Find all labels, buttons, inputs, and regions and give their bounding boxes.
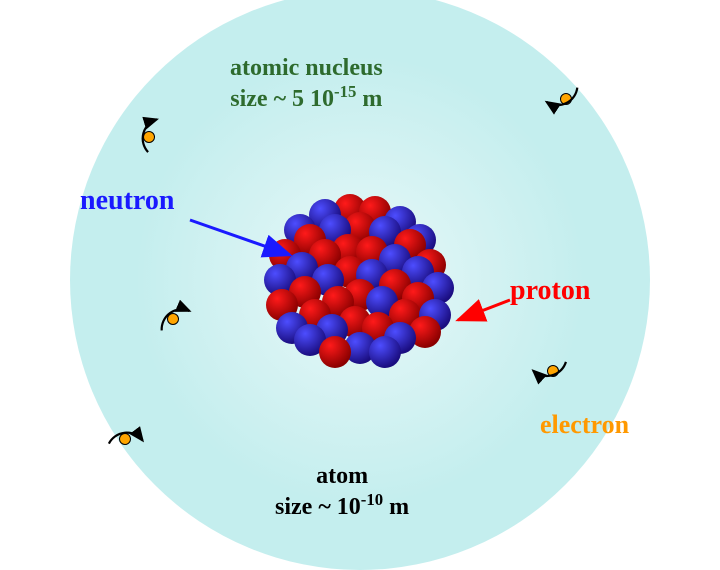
neutron-label: neutron: [80, 185, 174, 217]
proton-label: proton: [510, 275, 590, 307]
nucleus-title-line1: atomic nucleus: [230, 55, 383, 82]
electron-particle: [547, 365, 559, 377]
electron-particle: [143, 131, 155, 143]
electron-particle: [119, 433, 131, 445]
atom-size-label: atomsize ~ 10-10 m: [275, 463, 409, 521]
atom-line1: atom: [275, 463, 409, 490]
atom-line2: size ~ 10-10 m: [275, 490, 409, 521]
electron-label: electron: [540, 410, 629, 440]
electron-particle: [167, 313, 179, 325]
electron-particle: [560, 93, 572, 105]
nucleus-title-line2: size ~ 5 10-15 m: [230, 82, 383, 113]
nucleus-title-label: atomic nucleussize ~ 5 10-15 m: [230, 55, 383, 113]
